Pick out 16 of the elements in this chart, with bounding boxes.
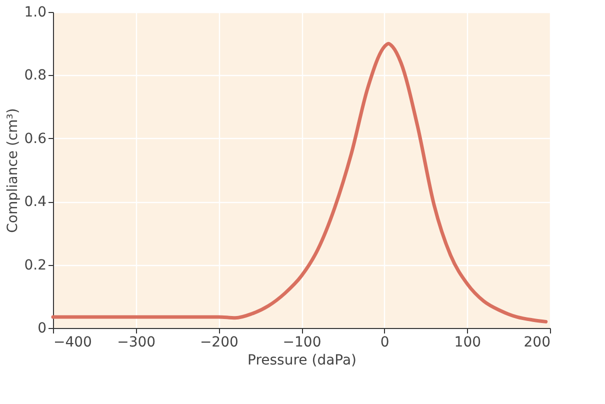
x-tick-label: −100: [282, 334, 322, 350]
y-tick-label: 0.2: [24, 257, 46, 274]
y-axis-title: Compliance (cm³): [5, 108, 22, 233]
y-tick-label: 0.6: [24, 130, 47, 147]
y-tick-label: 0: [38, 320, 46, 336]
line-series: [51, 42, 548, 324]
x-tick-label: 100: [454, 334, 482, 350]
x-tick-label: 200: [524, 334, 550, 350]
x-tick-label: −400: [54, 334, 92, 350]
x-axis-title: Pressure (daPa): [247, 352, 357, 368]
x-tick-label: −300: [117, 334, 156, 350]
x-tick-label: −200: [200, 334, 238, 350]
y-tick-label: 0.4: [24, 194, 47, 210]
x-tick-label: 0: [380, 334, 390, 350]
y-tick-label: 1.0: [24, 4, 46, 20]
y-tick-label: 0.8: [24, 68, 46, 84]
